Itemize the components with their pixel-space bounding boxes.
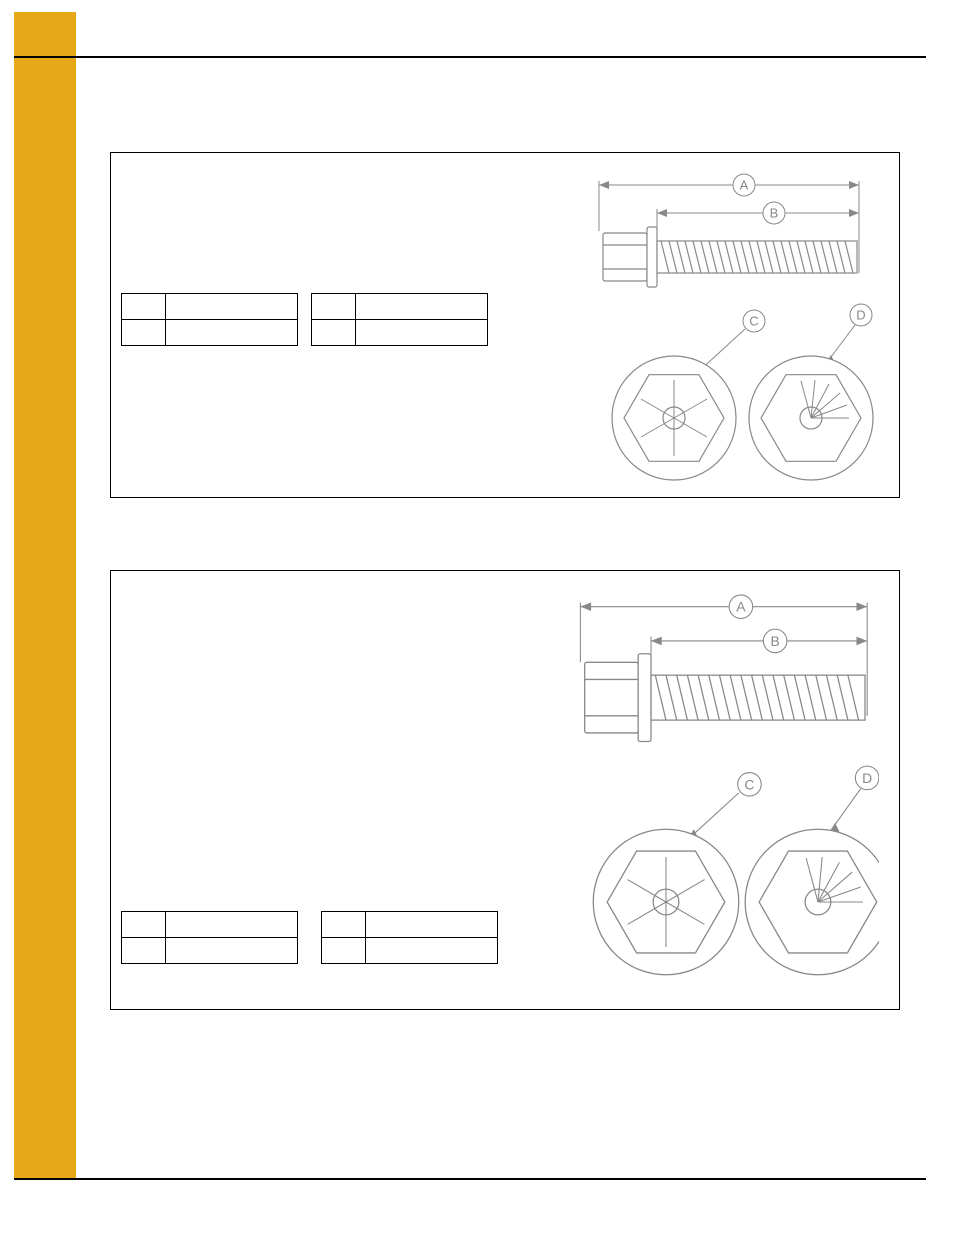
dim-label-b: B [770, 206, 779, 221]
bolt-diagram-2: A B C [559, 581, 879, 1001]
cell [166, 294, 298, 320]
dim-label-c: C [749, 314, 758, 329]
cell [356, 294, 488, 320]
cell [366, 938, 498, 964]
bolt-side-view [585, 654, 865, 742]
hex-head-grade5 [593, 829, 739, 975]
cell [166, 938, 298, 964]
spec-box-1: A B C [110, 152, 900, 498]
dimension-c: C [687, 773, 761, 840]
dim-label-a: A [736, 599, 746, 615]
cell [322, 938, 366, 964]
hex-head-grade8 [745, 829, 879, 975]
dim-label-b: B [770, 633, 779, 649]
spec-table-2-right [321, 911, 498, 964]
hex-head-grade5 [612, 356, 736, 480]
dim-label-d: D [862, 770, 872, 786]
cell [122, 912, 166, 938]
spec-table-1-right [311, 293, 488, 346]
top-horizontal-rule [14, 56, 926, 58]
cell [356, 320, 488, 346]
left-sidebar [14, 12, 76, 1180]
dim-label-a: A [740, 178, 749, 193]
dimension-d: D [829, 766, 879, 833]
cell [166, 320, 298, 346]
cell [166, 912, 298, 938]
cell [122, 938, 166, 964]
hex-head-grade8 [749, 356, 873, 480]
cell [322, 912, 366, 938]
spec-table-2-left [121, 911, 298, 964]
cell [122, 320, 166, 346]
cell [312, 320, 356, 346]
cell [122, 294, 166, 320]
spec-table-1-left [121, 293, 298, 346]
cell [366, 912, 498, 938]
dimension-b: B [651, 629, 867, 662]
dim-label-d: D [856, 308, 865, 323]
dim-label-c: C [744, 776, 754, 792]
spec-box-2: A B C [110, 570, 900, 1010]
dimension-b: B [657, 202, 859, 231]
dimension-c: C [697, 310, 765, 373]
cell [312, 294, 356, 320]
bolt-diagram-1: A B C [579, 163, 879, 493]
bottom-horizontal-rule [14, 1178, 926, 1180]
dimension-d: D [825, 304, 872, 365]
bolt-side-view [603, 227, 857, 287]
